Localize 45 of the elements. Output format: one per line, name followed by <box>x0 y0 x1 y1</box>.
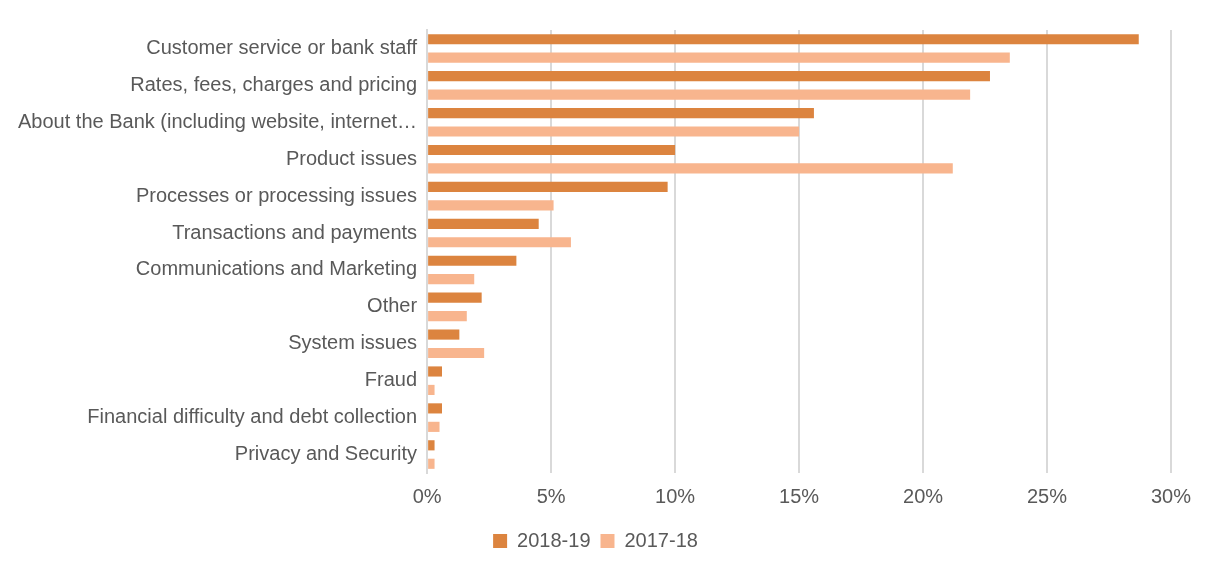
x-tick-label: 15% <box>779 484 820 507</box>
bar <box>428 403 442 414</box>
bar <box>428 144 676 156</box>
bar <box>428 329 460 340</box>
y-tick-label: Other <box>367 294 418 317</box>
bar <box>428 384 435 396</box>
legend-label: 2017-18 <box>624 528 698 551</box>
y-tick-label: About the Bank (including website, internet… <box>18 109 418 132</box>
bar <box>428 200 554 211</box>
bar <box>428 218 539 229</box>
bar <box>428 163 953 174</box>
bar <box>428 237 571 248</box>
x-tick-label: 20% <box>903 484 944 507</box>
bar <box>428 274 475 285</box>
bar <box>428 347 485 359</box>
bar <box>428 255 517 266</box>
bar <box>428 458 435 469</box>
y-tick-label: Fraud <box>364 368 418 391</box>
x-tick-label: 0% <box>412 484 442 507</box>
y-tick-label: Customer service or bank staff <box>146 35 418 58</box>
x-tick-label: 10% <box>655 484 696 507</box>
bar <box>428 89 971 100</box>
y-tick-label: Communications and Marketing <box>135 257 418 280</box>
legend-label: 2018-19 <box>517 528 591 551</box>
y-tick-label: Transactions and payments <box>172 220 418 243</box>
bar <box>428 366 442 377</box>
x-tick-label: 5% <box>536 484 566 507</box>
y-tick-label: Privacy and Security <box>234 442 418 465</box>
x-tick-label: 30% <box>1150 484 1192 507</box>
y-tick-label: System issues <box>288 331 418 354</box>
bar <box>428 440 435 451</box>
bar <box>428 34 1139 45</box>
y-tick-label: Financial difficulty and debt collection <box>87 405 418 428</box>
bar <box>428 181 668 192</box>
bar <box>428 52 1010 63</box>
bar <box>428 292 482 303</box>
bar <box>428 421 440 432</box>
y-tick-label: Rates, fees, charges and pricing <box>130 72 418 95</box>
bar <box>428 311 467 322</box>
y-tick-label: Product issues <box>285 146 418 169</box>
bar <box>428 71 990 82</box>
x-tick-label: 25% <box>1026 484 1068 507</box>
y-tick-label: Processes or processing issues <box>135 183 418 206</box>
bar <box>428 126 800 137</box>
bar <box>428 107 814 119</box>
